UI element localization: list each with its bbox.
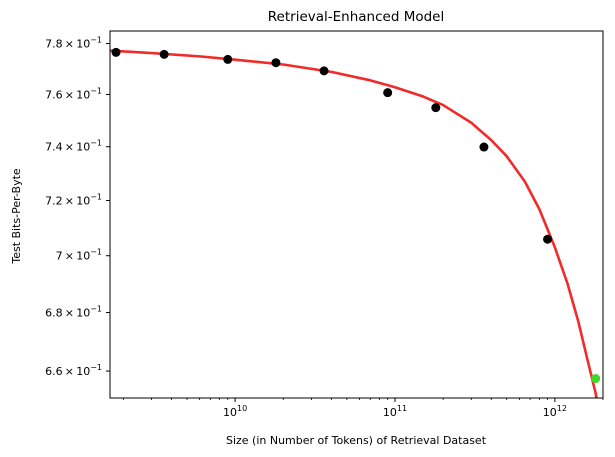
- data-point-0-0: [111, 47, 121, 57]
- x-tick-label-0: 1010: [223, 404, 247, 419]
- y-tick-label-0: 7.8 × 10−1: [45, 36, 102, 51]
- data-point-0-7: [479, 142, 489, 152]
- y-tick-label-4: 7 × 10−1: [56, 248, 102, 263]
- data-point-0-5: [383, 88, 393, 98]
- x-axis-ticks: 1010 1011 1012: [122, 398, 604, 419]
- y-tick-label-2: 7.4 × 10−1: [45, 139, 102, 154]
- x-axis-label: Size (in Number of Tokens) of Retrieval …: [226, 434, 487, 447]
- x-tick-label-1: 1011: [383, 404, 407, 419]
- y-tick-label-1: 7.6 × 10−1: [45, 86, 102, 101]
- data-point-0-2: [223, 54, 233, 64]
- fit-line: [110, 49, 598, 398]
- axes-frame: [109, 30, 604, 399]
- data-point-1-0: [591, 374, 601, 384]
- data-points-layer: [111, 47, 601, 384]
- data-point-0-3: [271, 58, 281, 68]
- data-point-0-6: [431, 103, 441, 113]
- y-tick-label-3: 7.2 × 10−1: [45, 192, 102, 207]
- data-point-0-1: [159, 49, 169, 59]
- data-point-0-8: [543, 234, 553, 244]
- y-axis-ticks: 7.8 × 10−1 7.6 × 10−1 7.4 × 10−1 7.2 × 10−1…: [45, 36, 110, 378]
- y-axis-label: Test Bits-Per-Byte: [10, 168, 23, 265]
- fit-line-layer: [110, 49, 598, 398]
- chart-title: Retrieval-Enhanced Model: [268, 9, 444, 25]
- x-tick-label-2: 1012: [543, 404, 567, 419]
- y-tick-label-5: 6.8 × 10−1: [45, 305, 102, 320]
- plot-area: [110, 47, 601, 398]
- y-tick-label-6: 6.6 × 10−1: [45, 363, 102, 378]
- data-point-0-4: [319, 66, 329, 76]
